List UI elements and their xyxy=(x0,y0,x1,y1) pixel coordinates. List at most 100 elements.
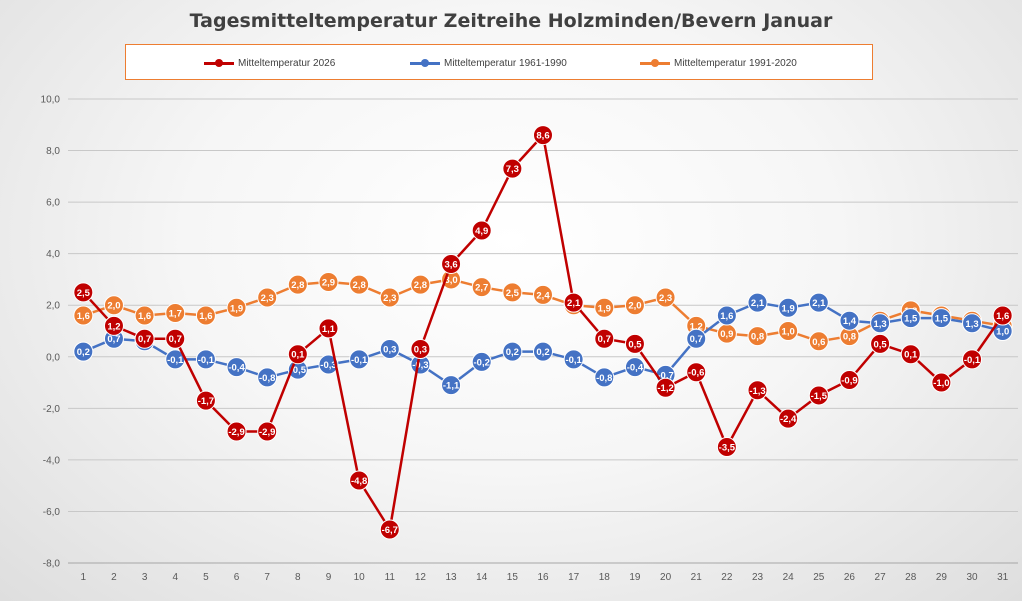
data-point-1991-2020 xyxy=(808,331,829,352)
data-label-1961-1990: -0,1 xyxy=(198,355,215,366)
x-tick-label: 8 xyxy=(295,572,301,583)
data-label-1991-2020: 0,6 xyxy=(812,337,825,348)
data-point-1961-1990 xyxy=(379,339,400,360)
y-tick-label: 0,0 xyxy=(46,352,60,363)
data-label-1991-2020: 2,3 xyxy=(383,293,396,304)
data-label-1961-1990: -0,3 xyxy=(320,360,336,371)
y-tick-label: 6,0 xyxy=(46,198,60,209)
legend-marker-1991-2020-icon xyxy=(640,56,670,70)
data-label-1961-1990: -0,1 xyxy=(351,355,368,366)
data-point-2026 xyxy=(73,282,94,303)
legend-item-2026: Mitteltemperatur 2026 xyxy=(204,56,335,70)
x-tick-label: 7 xyxy=(264,572,270,583)
data-point-2026 xyxy=(502,158,523,179)
data-label-1991-2020: 2,3 xyxy=(261,293,274,304)
data-label-1961-1990: 0,2 xyxy=(506,347,519,358)
y-tick-label: 2,0 xyxy=(46,301,60,312)
x-tick-label: 15 xyxy=(507,572,519,583)
data-point-2026 xyxy=(716,437,737,457)
legend-label-2026: Mitteltemperatur 2026 xyxy=(238,57,336,69)
data-point-2026 xyxy=(195,390,216,411)
x-tick-label: 2 xyxy=(111,572,117,583)
data-label-1991-2020: 2,0 xyxy=(628,301,641,312)
data-label-1991-2020: 1,7 xyxy=(169,308,182,319)
data-point-2026 xyxy=(257,421,278,442)
data-label-1991-2020: 1,2 xyxy=(690,321,703,332)
data-point-1991-2020 xyxy=(195,305,216,326)
data-point-2026 xyxy=(686,362,707,383)
legend-label-1961-1990: Mitteltemperatur 1961-1990 xyxy=(444,57,567,69)
data-label-1961-1990: 1,4 xyxy=(843,316,857,327)
data-label-1961-1990: -0,8 xyxy=(596,373,612,384)
data-label-2026: -2,4 xyxy=(780,414,797,425)
data-point-1961-1990 xyxy=(870,313,891,334)
data-label-2026: 4,9 xyxy=(475,226,488,237)
x-tick-label: 17 xyxy=(568,572,580,583)
x-tick-label: 16 xyxy=(537,572,549,583)
data-label-1991-2020: 2,8 xyxy=(353,280,366,291)
data-label-2026: 0,7 xyxy=(138,334,151,345)
series-line-2026 xyxy=(82,133,1004,531)
data-point-1961-1990 xyxy=(563,349,584,370)
data-point-2026 xyxy=(747,380,768,401)
data-point-1991-2020 xyxy=(747,326,768,347)
x-tick-label: 21 xyxy=(691,572,703,583)
data-label-1991-2020: 2,8 xyxy=(291,280,304,291)
legend-marker-2026-icon xyxy=(204,56,234,70)
data-point-1991-2020 xyxy=(226,297,247,318)
data-label-1991-2020: 2,9 xyxy=(322,278,335,289)
data-point-1961-1990 xyxy=(962,313,983,334)
x-tick-label: 30 xyxy=(966,572,978,583)
data-label-1961-1990: 1,5 xyxy=(935,314,949,325)
data-label-2026: 2,5 xyxy=(77,288,91,299)
data-label-1961-1990: 2,1 xyxy=(812,298,826,309)
legend-item-1961-1990: Mitteltemperatur 1961-1990 xyxy=(410,56,567,70)
data-label-1961-1990: -0,8 xyxy=(259,373,275,384)
data-label-1961-1990: 1,3 xyxy=(965,319,978,330)
data-label-2026: -1,7 xyxy=(198,396,214,407)
x-tick-label: 9 xyxy=(326,572,332,583)
data-label-1961-1990: 0,2 xyxy=(536,347,549,358)
data-point-1961-1990 xyxy=(226,357,247,378)
data-point-2026 xyxy=(655,377,676,398)
data-point-1961-1990 xyxy=(808,292,829,313)
data-label-2026: -4,8 xyxy=(351,476,367,487)
data-label-2026: -3,5 xyxy=(719,443,736,454)
x-tick-label: 12 xyxy=(415,572,427,583)
x-tick-label: 20 xyxy=(660,572,672,583)
data-point-1991-2020 xyxy=(778,321,799,341)
data-point-1991-2020 xyxy=(257,287,278,308)
legend-label-1991-2020: Mitteltemperatur 1991-2020 xyxy=(674,57,797,69)
data-label-1991-2020: 1,9 xyxy=(230,303,243,314)
x-tick-label: 11 xyxy=(385,572,396,583)
y-tick-label: -2,0 xyxy=(43,404,61,415)
data-point-2026 xyxy=(992,305,1013,326)
data-point-1961-1990 xyxy=(686,328,707,349)
data-point-1961-1990 xyxy=(778,297,799,318)
data-point-2026 xyxy=(318,318,339,339)
data-label-2026: 1,6 xyxy=(996,311,1009,322)
x-tick-label: 19 xyxy=(629,572,641,583)
y-tick-label: -6,0 xyxy=(43,507,61,518)
x-tick-label: 4 xyxy=(172,572,178,583)
data-label-1961-1990: 0,7 xyxy=(690,334,703,345)
data-point-1991-2020 xyxy=(349,274,370,295)
data-point-2026 xyxy=(962,349,983,370)
data-label-1961-1990: -0,1 xyxy=(565,355,582,366)
chart-title: Tagesmitteltemperatur Zeitreihe Holzmind… xyxy=(189,10,833,32)
x-tick-label: 18 xyxy=(599,572,611,583)
data-point-2026 xyxy=(563,292,584,313)
data-point-1991-2020 xyxy=(73,305,94,326)
data-label-2026: -1,3 xyxy=(749,386,765,397)
data-point-1991-2020 xyxy=(318,272,339,293)
x-tick-label: 26 xyxy=(844,572,856,583)
data-label-1961-1990: -0,3 xyxy=(412,360,428,371)
data-label-1991-2020: 2,4 xyxy=(536,290,550,301)
x-tick-label: 25 xyxy=(813,572,825,583)
data-point-1961-1990 xyxy=(594,367,615,388)
data-point-2026 xyxy=(103,315,124,336)
data-point-2026 xyxy=(624,333,645,354)
data-label-2026: 7,3 xyxy=(506,164,519,175)
